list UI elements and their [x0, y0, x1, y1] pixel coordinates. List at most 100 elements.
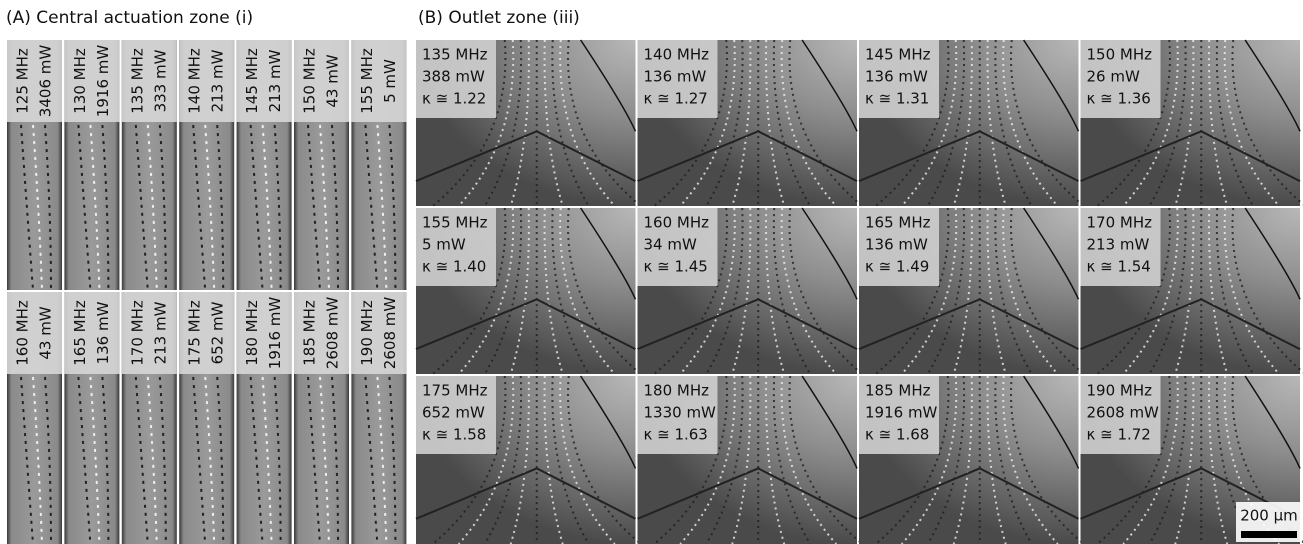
channel-wall [415, 467, 636, 520]
particle-streak [432, 375, 507, 544]
particle-streak [319, 124, 330, 291]
frequency-label: 170 MHz [1087, 214, 1153, 232]
power-label: 1916 mW [865, 404, 938, 422]
particle-streak [89, 124, 101, 291]
label-box [64, 292, 120, 374]
channel-wall [637, 298, 858, 351]
particle-streak [543, 39, 564, 207]
particle-streak [731, 39, 752, 207]
particle-streak [509, 39, 530, 207]
particle-streak [364, 124, 379, 291]
power-label: 2608 mW [1087, 404, 1160, 422]
particle-streak [875, 39, 950, 207]
label-box [416, 208, 496, 286]
particle-streak [567, 375, 642, 544]
label-box [294, 40, 349, 122]
frequency-label: 165 MHz [71, 300, 89, 366]
power-label: 2608 mW [324, 297, 342, 370]
label-box [416, 376, 496, 454]
frequency-label: 135 MHz [422, 46, 488, 64]
particle-streak [20, 124, 34, 291]
kappa-label: κ ≅ 1.40 [422, 258, 486, 276]
channel-arc [1023, 39, 1080, 132]
particle-streak [376, 124, 388, 291]
channel-wall [858, 298, 1079, 351]
particle-streak [1148, 39, 1187, 207]
particle-streak [1010, 207, 1085, 375]
particle-streak [1215, 207, 1255, 375]
kappa-label: κ ≅ 1.68 [865, 426, 929, 444]
particle-streak [1231, 375, 1303, 544]
label-box [351, 292, 407, 374]
channel-wall [637, 130, 858, 183]
channel-wall [637, 467, 858, 520]
frequency-label: 175 MHz [422, 382, 488, 400]
label-box [7, 292, 62, 374]
power-label: 1916 mW [266, 297, 284, 370]
particle-streak [952, 39, 973, 207]
kappa-label: κ ≅ 1.72 [1087, 426, 1151, 444]
power-label: 26 mW [1087, 68, 1140, 86]
power-label: 136 mW [865, 236, 928, 254]
particle-streak [1231, 207, 1303, 374]
particle-streak [1208, 207, 1229, 375]
particle-streak [875, 375, 950, 544]
label-box [637, 208, 718, 286]
label-box [236, 40, 292, 122]
power-label: 213 mW [1087, 236, 1150, 254]
particle-streak [705, 39, 744, 207]
channel-wall [858, 467, 1079, 520]
frequency-label: 180 MHz [243, 300, 261, 366]
particle-streak [543, 207, 564, 375]
particle-streak [158, 124, 167, 291]
particle-streak [772, 39, 812, 207]
scale-bar-label: 200 µm [1240, 507, 1298, 525]
particle-streak [204, 124, 216, 291]
frequency-label: 140 MHz [644, 46, 710, 64]
frequency-label: 165 MHz [865, 214, 931, 232]
label-box [416, 40, 496, 118]
panel-b-title: (B) Outlet zone (iii) [418, 8, 580, 28]
power-label: 388 mW [422, 68, 485, 86]
label-box [64, 40, 120, 122]
particle-streak [986, 207, 1007, 375]
frequency-label: 130 MHz [71, 48, 89, 114]
channel-arc [579, 207, 637, 300]
label-box [1080, 40, 1161, 118]
kappa-label: κ ≅ 1.31 [865, 90, 929, 108]
power-label: 43 mW [324, 54, 342, 107]
particle-streak [653, 39, 728, 207]
power-label: 5 mW [422, 236, 466, 254]
power-label: 333 mW [151, 49, 169, 112]
label-box [351, 40, 407, 122]
particle-streak [77, 124, 92, 291]
power-label: 136 mW [865, 68, 928, 86]
particle-streak [551, 39, 590, 207]
particle-streak [926, 207, 966, 375]
particle-streak [731, 207, 752, 375]
particle-streak [1010, 39, 1085, 207]
frequency-label: 140 MHz [186, 48, 204, 114]
frequency-label: 170 MHz [128, 300, 146, 366]
particle-streak [261, 124, 273, 291]
particle-streak [1096, 207, 1171, 375]
channel-arc [1023, 375, 1080, 469]
channel-arc [801, 375, 858, 469]
particle-streak [1174, 207, 1195, 375]
particle-streak [307, 124, 321, 291]
frequency-label: 185 MHz [301, 300, 319, 366]
power-label: 3406 mW [37, 45, 55, 118]
particle-streak [772, 207, 812, 375]
power-label: 43 mW [37, 306, 55, 359]
particle-streak [705, 207, 744, 375]
label-box [637, 40, 718, 118]
frequency-label: 150 MHz [1087, 46, 1153, 64]
particle-streak [331, 124, 339, 291]
particle-streak [567, 39, 642, 207]
label-box [7, 40, 62, 122]
power-label: 1330 mW [644, 404, 717, 422]
frequency-label: 190 MHz [1087, 382, 1153, 400]
kappa-label: κ ≅ 1.63 [644, 426, 708, 444]
scale-bar [1241, 531, 1297, 538]
